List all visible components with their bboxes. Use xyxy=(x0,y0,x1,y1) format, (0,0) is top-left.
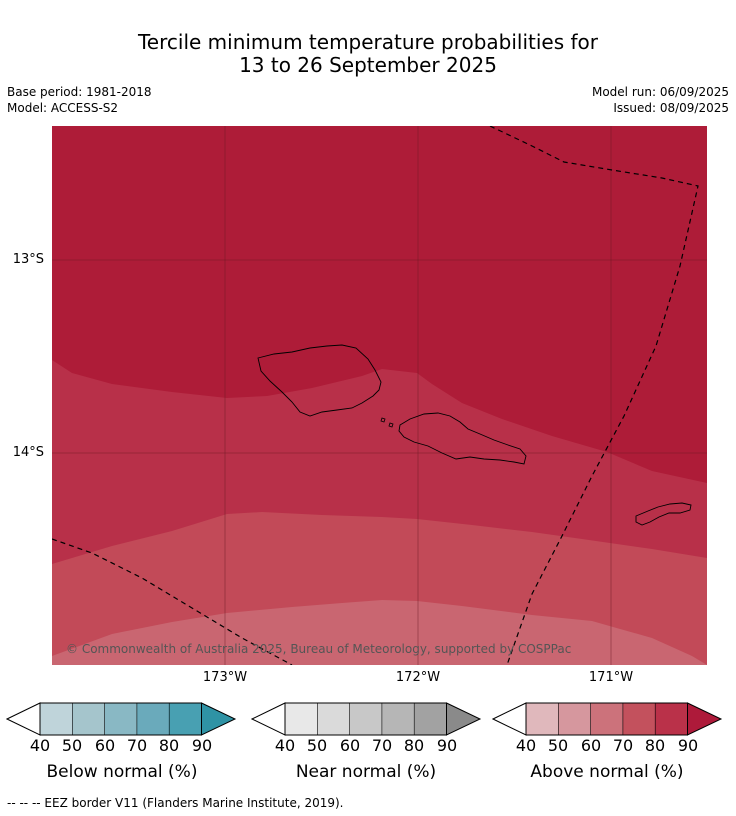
cbar-below-swatch-60 xyxy=(104,703,137,735)
lat-label-13s: 13°S xyxy=(12,252,44,267)
cbar-near-swatch-40 xyxy=(285,703,318,735)
cbar-near-swatch-50 xyxy=(317,703,350,735)
below-tick-40: 40 xyxy=(29,736,51,755)
island-tutuila xyxy=(635,502,692,526)
cbar-below-swatch-80 xyxy=(169,703,202,735)
cbar-near-swatch-70 xyxy=(381,703,415,735)
above-tick-70: 70 xyxy=(612,736,634,755)
eez-border-north xyxy=(489,126,699,665)
island-apolima xyxy=(388,422,394,428)
cbar-below-over xyxy=(201,702,237,736)
base-period-text: Base period: 1981-2018 xyxy=(7,85,152,99)
band-50-60 xyxy=(52,600,707,665)
near-tick-90: 90 xyxy=(436,736,458,755)
cbar-above-swatch-80 xyxy=(655,703,688,735)
cbar-above-swatch-40 xyxy=(526,703,559,735)
cbar-near-under xyxy=(251,702,286,736)
above-tick-50: 50 xyxy=(547,736,569,755)
near-tick-60: 60 xyxy=(339,736,361,755)
cbar-above-over xyxy=(687,702,723,736)
cbar-near-over xyxy=(446,702,482,736)
cbar-below-swatch-40 xyxy=(40,703,73,735)
meta-left: Base period: 1981-2018 Model: ACCESS-S2 xyxy=(7,84,152,116)
above-tick-80: 80 xyxy=(644,736,666,755)
model-text: Model: ACCESS-S2 xyxy=(7,101,119,115)
lat-label-14s: 14°S xyxy=(12,445,44,460)
eez-border-west xyxy=(52,538,293,665)
colorbar-label-above: Above normal (%) xyxy=(530,762,684,782)
cbar-near-swatch-80 xyxy=(414,703,447,735)
colorbar-near-normal xyxy=(251,702,482,736)
cbar-below-swatch-50 xyxy=(72,703,105,735)
cbar-above-swatch-50 xyxy=(558,703,591,735)
eez-footnote: -- -- -- EEZ border V11 (Flanders Marine… xyxy=(7,796,344,810)
island-upolu xyxy=(398,412,527,465)
near-tick-70: 70 xyxy=(371,736,393,755)
colorbar-above-normal xyxy=(492,702,723,736)
lon-label-171w: 171°W xyxy=(588,670,634,685)
island-savaii xyxy=(257,344,382,417)
below-tick-70: 70 xyxy=(126,736,148,755)
below-tick-80: 80 xyxy=(158,736,180,755)
above-tick-60: 60 xyxy=(580,736,602,755)
map-panel[interactable]: © Commonwealth of Australia 2025, Bureau… xyxy=(52,126,707,665)
issued-text: Issued: 08/09/2025 xyxy=(613,101,729,115)
meta-right: Model run: 06/09/2025 Issued: 08/09/2025 xyxy=(592,84,729,116)
below-tick-60: 60 xyxy=(94,736,116,755)
cbar-above-swatch-70 xyxy=(622,703,656,735)
copyright-credit: © Commonwealth of Australia 2025, Bureau… xyxy=(66,642,572,656)
below-tick-50: 50 xyxy=(61,736,83,755)
lon-label-173w: 173°W xyxy=(202,670,248,685)
above-tick-90: 90 xyxy=(677,736,699,755)
title-line-2: 13 to 26 September 2025 xyxy=(239,53,497,77)
cbar-near-swatch-60 xyxy=(349,703,382,735)
island-manono xyxy=(380,417,386,423)
map-canvas xyxy=(52,126,707,665)
cbar-below-under xyxy=(6,702,41,736)
map-title: Tercile minimum temperature probabilitie… xyxy=(0,31,736,77)
colorbar-label-near: Near normal (%) xyxy=(295,762,437,782)
colorbar-label-below: Below normal (%) xyxy=(46,762,198,782)
near-tick-80: 80 xyxy=(403,736,425,755)
cbar-above-swatch-60 xyxy=(590,703,623,735)
cbar-below-swatch-70 xyxy=(136,703,170,735)
colorbar-below-normal xyxy=(6,702,237,736)
cbar-above-under xyxy=(492,702,527,736)
model-run-text: Model run: 06/09/2025 xyxy=(591,85,729,99)
title-line-1: Tercile minimum temperature probabilitie… xyxy=(137,30,599,54)
lon-label-172w: 172°W xyxy=(395,670,441,685)
near-tick-40: 40 xyxy=(274,736,296,755)
near-tick-50: 50 xyxy=(306,736,328,755)
above-tick-40: 40 xyxy=(515,736,537,755)
below-tick-90: 90 xyxy=(191,736,213,755)
